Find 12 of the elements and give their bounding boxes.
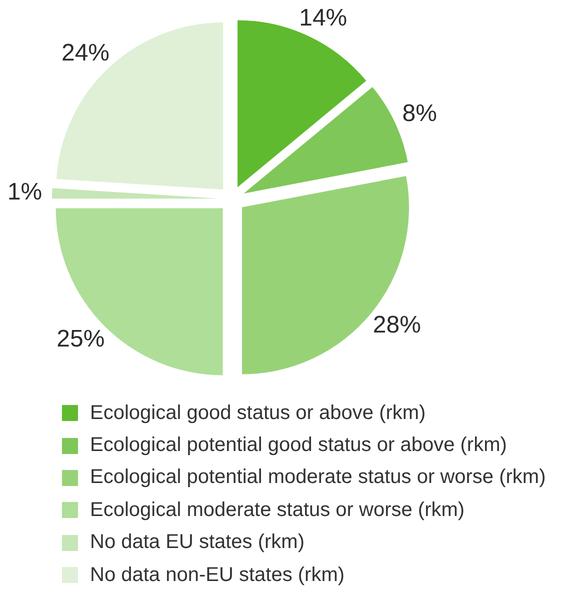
data-label: 25% <box>56 325 105 352</box>
data-label: 24% <box>61 40 110 67</box>
legend-label: Ecological potential good status or above (rkm) <box>90 434 507 458</box>
legend-label: No data EU states (rkm) <box>90 531 305 554</box>
data-label: 28% <box>372 311 421 338</box>
data-label: 1% <box>7 178 42 206</box>
legend-label: Ecological potential moderate status or worse (rkm) <box>90 466 546 490</box>
data-label: 14% <box>299 4 348 32</box>
data-label: 8% <box>402 100 437 127</box>
legend-label: No data non-EU states (rkm) <box>90 564 345 587</box>
legend-label: Ecological moderate status or worse (rkm) <box>90 498 465 522</box>
legend-label: Ecological good status or above (rkm) <box>90 402 426 425</box>
